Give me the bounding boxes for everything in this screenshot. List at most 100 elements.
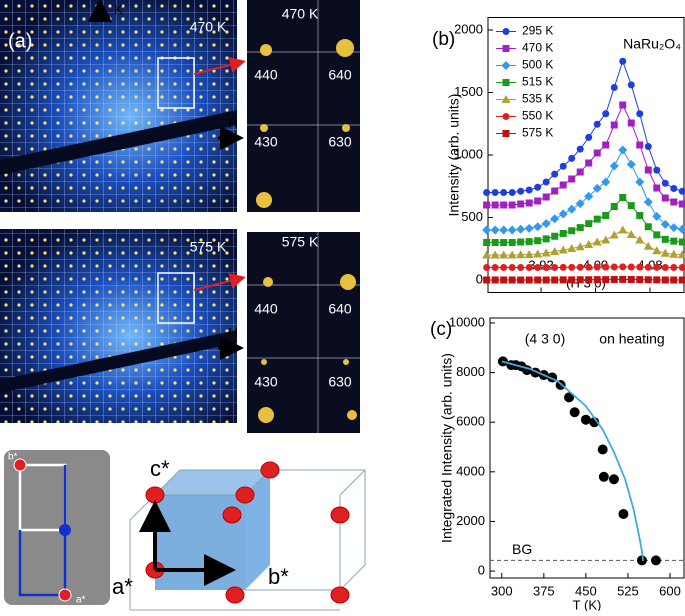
zoom-image [247, 232, 360, 433]
marker [610, 263, 618, 271]
marker [551, 187, 559, 195]
marker [627, 276, 635, 283]
marker [670, 237, 678, 245]
marker [551, 232, 559, 240]
marker [653, 263, 661, 271]
marker [609, 230, 619, 239]
marker [524, 223, 534, 233]
y-tick-label: 10000 [449, 314, 485, 329]
series-line [486, 266, 683, 268]
x-axis-label: T (K) [573, 597, 602, 611]
plot-frame [489, 317, 685, 579]
marker [619, 101, 627, 109]
panel-label: (a) [8, 30, 32, 52]
marker [602, 263, 610, 271]
marker [670, 264, 678, 271]
x-tick-label: 450 [575, 583, 597, 598]
marker [636, 555, 647, 566]
marker [584, 240, 594, 248]
marker [618, 145, 628, 155]
marker [627, 81, 635, 89]
marker [534, 276, 542, 284]
peak-label: 430 [254, 134, 278, 150]
marker [644, 166, 652, 174]
legend-marker [502, 28, 510, 35]
annotation: NaRu₂O₄ [623, 36, 681, 52]
marker [619, 263, 627, 271]
marker [490, 225, 500, 235]
marker [635, 177, 645, 187]
marker [500, 201, 508, 209]
marker [525, 199, 533, 207]
zoom-image [247, 0, 360, 212]
marker [635, 235, 645, 244]
marker [491, 189, 499, 196]
marker [542, 264, 550, 271]
marker [534, 264, 542, 271]
marker [533, 249, 543, 258]
y-tick-label: 1000 [454, 146, 483, 161]
map-grid [0, 0, 237, 212]
legend-marker [501, 61, 511, 70]
temperature: 470 K [190, 19, 227, 35]
k-label: K [114, 2, 124, 18]
marker [650, 555, 661, 566]
marker [592, 183, 602, 193]
y-tick-label: 0 [476, 271, 483, 286]
marker [652, 246, 662, 255]
marker [499, 250, 509, 259]
marker [602, 141, 610, 149]
marker [576, 276, 584, 284]
marker [507, 225, 517, 235]
y-axis-label: Integrated Intensity (arb. units) [439, 353, 455, 543]
marker [483, 239, 491, 246]
marker [585, 220, 593, 228]
marker [541, 248, 551, 257]
marker [653, 231, 661, 239]
marker [517, 276, 525, 284]
marker [627, 202, 635, 210]
legend-label: 295 K [522, 24, 553, 38]
plane-box [4, 450, 110, 605]
marker [567, 204, 577, 214]
marker [568, 154, 576, 162]
marker [602, 212, 610, 219]
marker [576, 263, 584, 271]
marker [678, 264, 685, 271]
marker [534, 197, 542, 205]
zoom-temperature: 575 K [282, 234, 319, 250]
marker [661, 264, 669, 271]
zoom-box [157, 57, 195, 109]
marker [483, 189, 491, 196]
marker [568, 227, 576, 235]
marker [626, 159, 636, 169]
marker [652, 211, 662, 221]
marker [661, 179, 669, 187]
marker [491, 264, 499, 271]
series-line [501, 360, 644, 562]
y-tick-label: 2000 [456, 513, 485, 528]
series-line [486, 278, 683, 281]
x-tick-label: 600 [659, 583, 681, 598]
axis-label: a* [112, 574, 133, 599]
marker [626, 230, 636, 238]
marker [499, 225, 509, 235]
marker [643, 197, 653, 207]
series-line [486, 148, 683, 231]
panel-label: (c) [430, 319, 452, 340]
beam-stop [0, 330, 237, 393]
marker [610, 203, 618, 210]
legend-marker [502, 45, 510, 52]
marker [508, 189, 516, 196]
marker [508, 264, 516, 271]
zoom-box [157, 272, 195, 324]
marker [575, 242, 585, 251]
marker [677, 250, 685, 259]
marker [670, 198, 678, 206]
marker [508, 239, 516, 246]
marker [541, 219, 551, 229]
y-axis-label: Intensity (arb. units) [446, 94, 462, 217]
marker [564, 392, 575, 403]
marker [660, 248, 670, 257]
marker [551, 170, 559, 178]
